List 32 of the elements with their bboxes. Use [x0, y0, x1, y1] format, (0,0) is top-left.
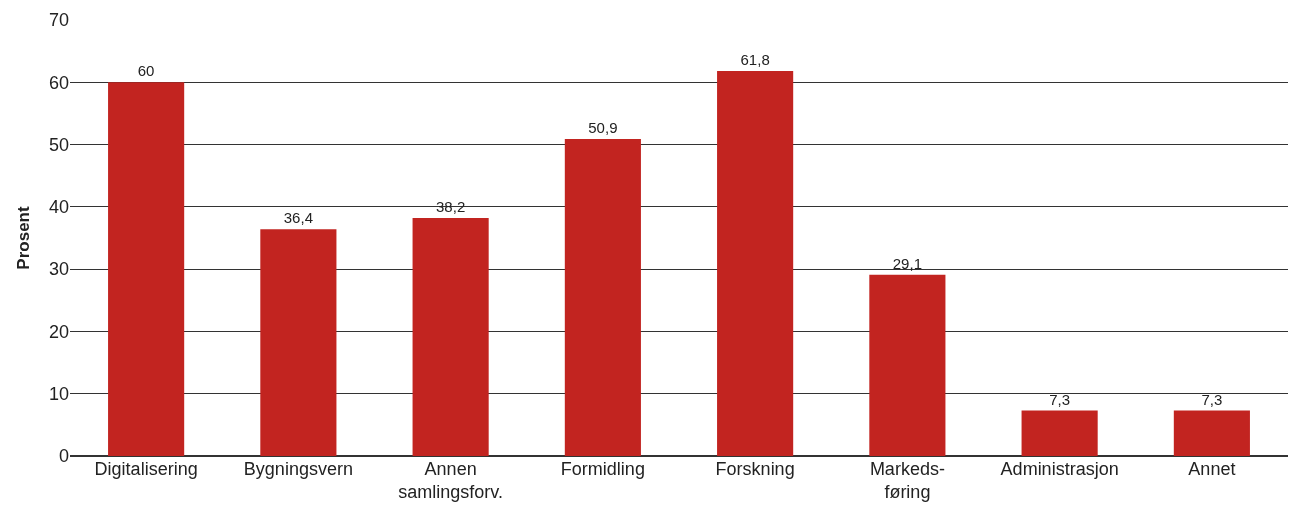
- x-tick-label: Annet: [1188, 459, 1236, 479]
- data-label: 7,3: [1049, 390, 1071, 408]
- x-tick-label: Bygningsvern: [243, 459, 353, 479]
- x-tick-label: Forskning: [715, 459, 795, 479]
- y-tick-label: 60: [48, 72, 69, 93]
- data-label: 7,3: [1201, 390, 1223, 408]
- bar: [260, 229, 337, 456]
- x-tick-label: Markeds- føring: [869, 459, 945, 503]
- x-tick-label: Digitalisering: [94, 459, 198, 479]
- data-label: 50,9: [588, 118, 618, 136]
- y-tick-label: 0: [58, 446, 69, 467]
- bar: [1173, 410, 1250, 456]
- y-tick-label: 40: [48, 197, 69, 218]
- data-label: 36,4: [283, 209, 313, 227]
- y-axis-title: Prosent: [13, 206, 33, 270]
- x-tick-label: Formidling: [560, 459, 645, 479]
- bar: [412, 218, 489, 456]
- x-tick-label: Administrasjon: [1000, 459, 1119, 479]
- bar: [564, 138, 641, 456]
- y-tick-label: 10: [48, 384, 69, 405]
- bar: [869, 274, 946, 456]
- data-label: 61,8: [740, 51, 770, 69]
- x-tick-label: Annen samlingsforv.: [398, 459, 503, 503]
- bar: [108, 82, 185, 456]
- y-tick-label: 50: [48, 134, 69, 155]
- data-label: 29,1: [892, 254, 922, 272]
- bar: [1021, 410, 1098, 456]
- y-tick-label: 20: [48, 321, 69, 342]
- y-tick-label: 70: [48, 10, 69, 31]
- y-tick-label: 30: [48, 259, 69, 280]
- bar: [717, 71, 794, 456]
- data-label: 60: [137, 62, 155, 80]
